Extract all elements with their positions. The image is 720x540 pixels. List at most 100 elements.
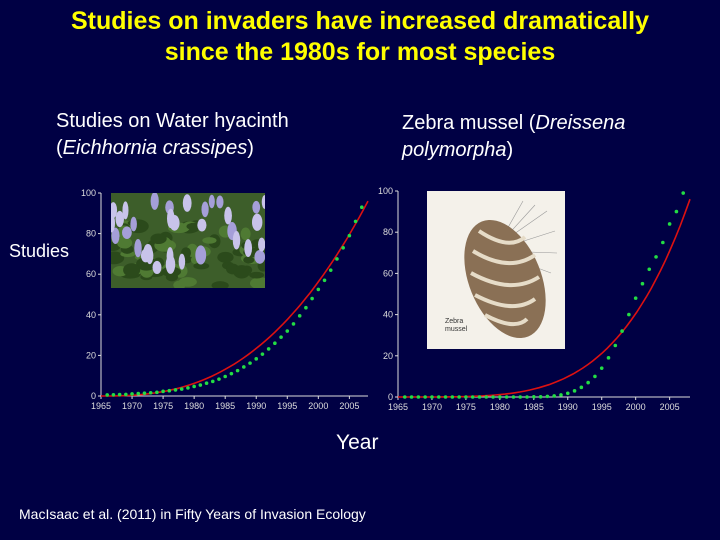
hyacinth-x-tick-label: 1970 xyxy=(122,401,142,411)
mussel-x-tick-label: 1975 xyxy=(456,402,476,412)
mussel-data-point xyxy=(464,395,468,399)
mussel-data-point xyxy=(627,312,631,317)
hyacinth-data-point xyxy=(117,392,122,397)
hyacinth-flower xyxy=(201,201,209,218)
mussel-data-point xyxy=(559,393,563,397)
hyacinth-data-point xyxy=(328,268,333,272)
mussel-data-point xyxy=(647,267,652,272)
mussel-data-point xyxy=(409,395,414,399)
hyacinth-data-point xyxy=(341,246,345,250)
mussel-data-point xyxy=(654,255,658,259)
mussel-data-point xyxy=(477,395,482,399)
hyacinth-flower xyxy=(152,260,162,274)
mussel-photo-label-line2: mussel xyxy=(445,326,468,333)
hyacinth-chart-title-line2: Eichhornia crassipes xyxy=(62,137,248,159)
slide-title-line2: since the 1980s for most species xyxy=(164,38,556,66)
hyacinth-data-point xyxy=(130,392,134,396)
mussel-chart-title-species: Dreissena xyxy=(535,112,626,134)
hyacinth-flower xyxy=(115,210,124,228)
hyacinth-leaf xyxy=(211,281,229,288)
hyacinth-y-tick-label: 0 xyxy=(91,391,96,401)
mussel-data-point xyxy=(667,222,672,226)
hyacinth-data-point xyxy=(248,361,252,365)
mussel-data-point xyxy=(443,395,448,399)
mussel-data-point xyxy=(518,395,523,399)
hyacinth-flower xyxy=(166,247,174,266)
hyacinth-data-point xyxy=(229,371,234,376)
slide-title-line1: Studies on invaders have increased drama… xyxy=(70,7,650,35)
hyacinth-flower xyxy=(258,237,265,252)
hyacinth-data-point xyxy=(210,379,215,384)
hyacinth-data-point xyxy=(353,219,358,224)
hyacinth-leaf xyxy=(249,277,265,288)
mussel-data-point xyxy=(552,394,556,398)
hyacinth-flower xyxy=(134,238,142,258)
hyacinth-data-point xyxy=(186,386,190,390)
mussel-data-point xyxy=(586,380,590,385)
mussel-y-tick-label: 40 xyxy=(383,310,393,320)
hyacinth-leaf xyxy=(165,272,178,282)
mussel-chart-title-line2: polymorpha xyxy=(402,139,507,161)
hyacinth-data-point xyxy=(322,278,327,283)
mussel-data-point xyxy=(593,374,597,379)
zebra-mussel-photo: Zebra mussel xyxy=(427,191,565,349)
mussel-data-point xyxy=(633,296,638,300)
hyacinth-leaf xyxy=(117,237,133,249)
hyacinth-flower xyxy=(251,213,263,231)
hyacinth-data-point xyxy=(204,381,209,386)
hyacinth-flower xyxy=(111,227,120,244)
hyacinth-data-point xyxy=(192,384,196,389)
hyacinth-data-point xyxy=(335,257,339,261)
mussel-photo-label-line1: Zebra xyxy=(445,318,463,325)
hyacinth-y-tick-label: 60 xyxy=(86,269,96,279)
hyacinth-data-point xyxy=(297,314,302,318)
hyacinth-leaf xyxy=(123,263,141,277)
hyacinth-data-point xyxy=(173,388,178,392)
hyacinth-data-point xyxy=(273,341,277,346)
mussel-y-tick-label: 0 xyxy=(388,392,393,402)
hyacinth-data-point xyxy=(285,329,290,333)
hyacinth-flower xyxy=(232,231,241,250)
mussel-data-point xyxy=(606,356,611,360)
hyacinth-y-tick-label: 100 xyxy=(81,188,96,198)
hyacinth-flower xyxy=(252,200,261,214)
hyacinth-data-point xyxy=(217,377,221,381)
mussel-data-point xyxy=(402,395,407,399)
hyacinth-flower xyxy=(224,206,232,225)
mussel-y-tick-label: 20 xyxy=(383,351,393,361)
mussel-data-point xyxy=(545,394,550,399)
hyacinth-flower xyxy=(244,239,253,257)
mussel-data-point xyxy=(484,395,489,399)
mussel-fit-curve xyxy=(398,198,691,398)
mussel-x-tick-label: 2005 xyxy=(660,402,680,412)
hyacinth-data-point xyxy=(242,365,246,369)
mussel-data-point xyxy=(572,389,577,393)
hyacinth-y-tick-label: 20 xyxy=(86,350,96,360)
hyacinth-x-tick-label: 1975 xyxy=(153,401,173,411)
mussel-data-point xyxy=(430,395,434,399)
hyacinth-data-point xyxy=(316,287,321,292)
mussel-data-point xyxy=(491,395,495,399)
mussel-data-point xyxy=(450,395,455,399)
hyacinth-data-point xyxy=(279,335,283,339)
hyacinth-flower xyxy=(111,213,116,233)
hyacinth-chart: 0 20 40 60 80 100 1965 1970 1975 1980 1985 1990 1995… xyxy=(81,188,369,411)
mussel-x-tick-label: 1995 xyxy=(592,402,612,412)
hyacinth-data-point xyxy=(359,205,364,210)
hyacinth-data-point xyxy=(254,357,259,361)
hyacinth-data-point xyxy=(304,305,308,310)
mussel-y-tick-label: 80 xyxy=(383,227,393,237)
hyacinth-chart-title-line1: Studies on Water hyacinth xyxy=(56,110,289,132)
hyacinth-x-tick-label: 1990 xyxy=(246,401,266,411)
hyacinth-leaf xyxy=(150,233,167,245)
mussel-data-point xyxy=(681,191,686,195)
mussel-x-tick-label: 1970 xyxy=(422,402,442,412)
hyacinth-x-tick-label: 2000 xyxy=(308,401,328,411)
hyacinth-flower xyxy=(216,195,224,209)
hyacinth-leaf xyxy=(233,265,251,279)
hyacinth-leaf xyxy=(240,227,251,241)
hyacinth-leaf xyxy=(249,271,265,279)
citation: MacIsaac et al. (2011) in Fifty Years of… xyxy=(19,506,366,522)
hyacinth-data-point xyxy=(155,390,159,395)
hyacinth-leaf xyxy=(193,262,210,270)
